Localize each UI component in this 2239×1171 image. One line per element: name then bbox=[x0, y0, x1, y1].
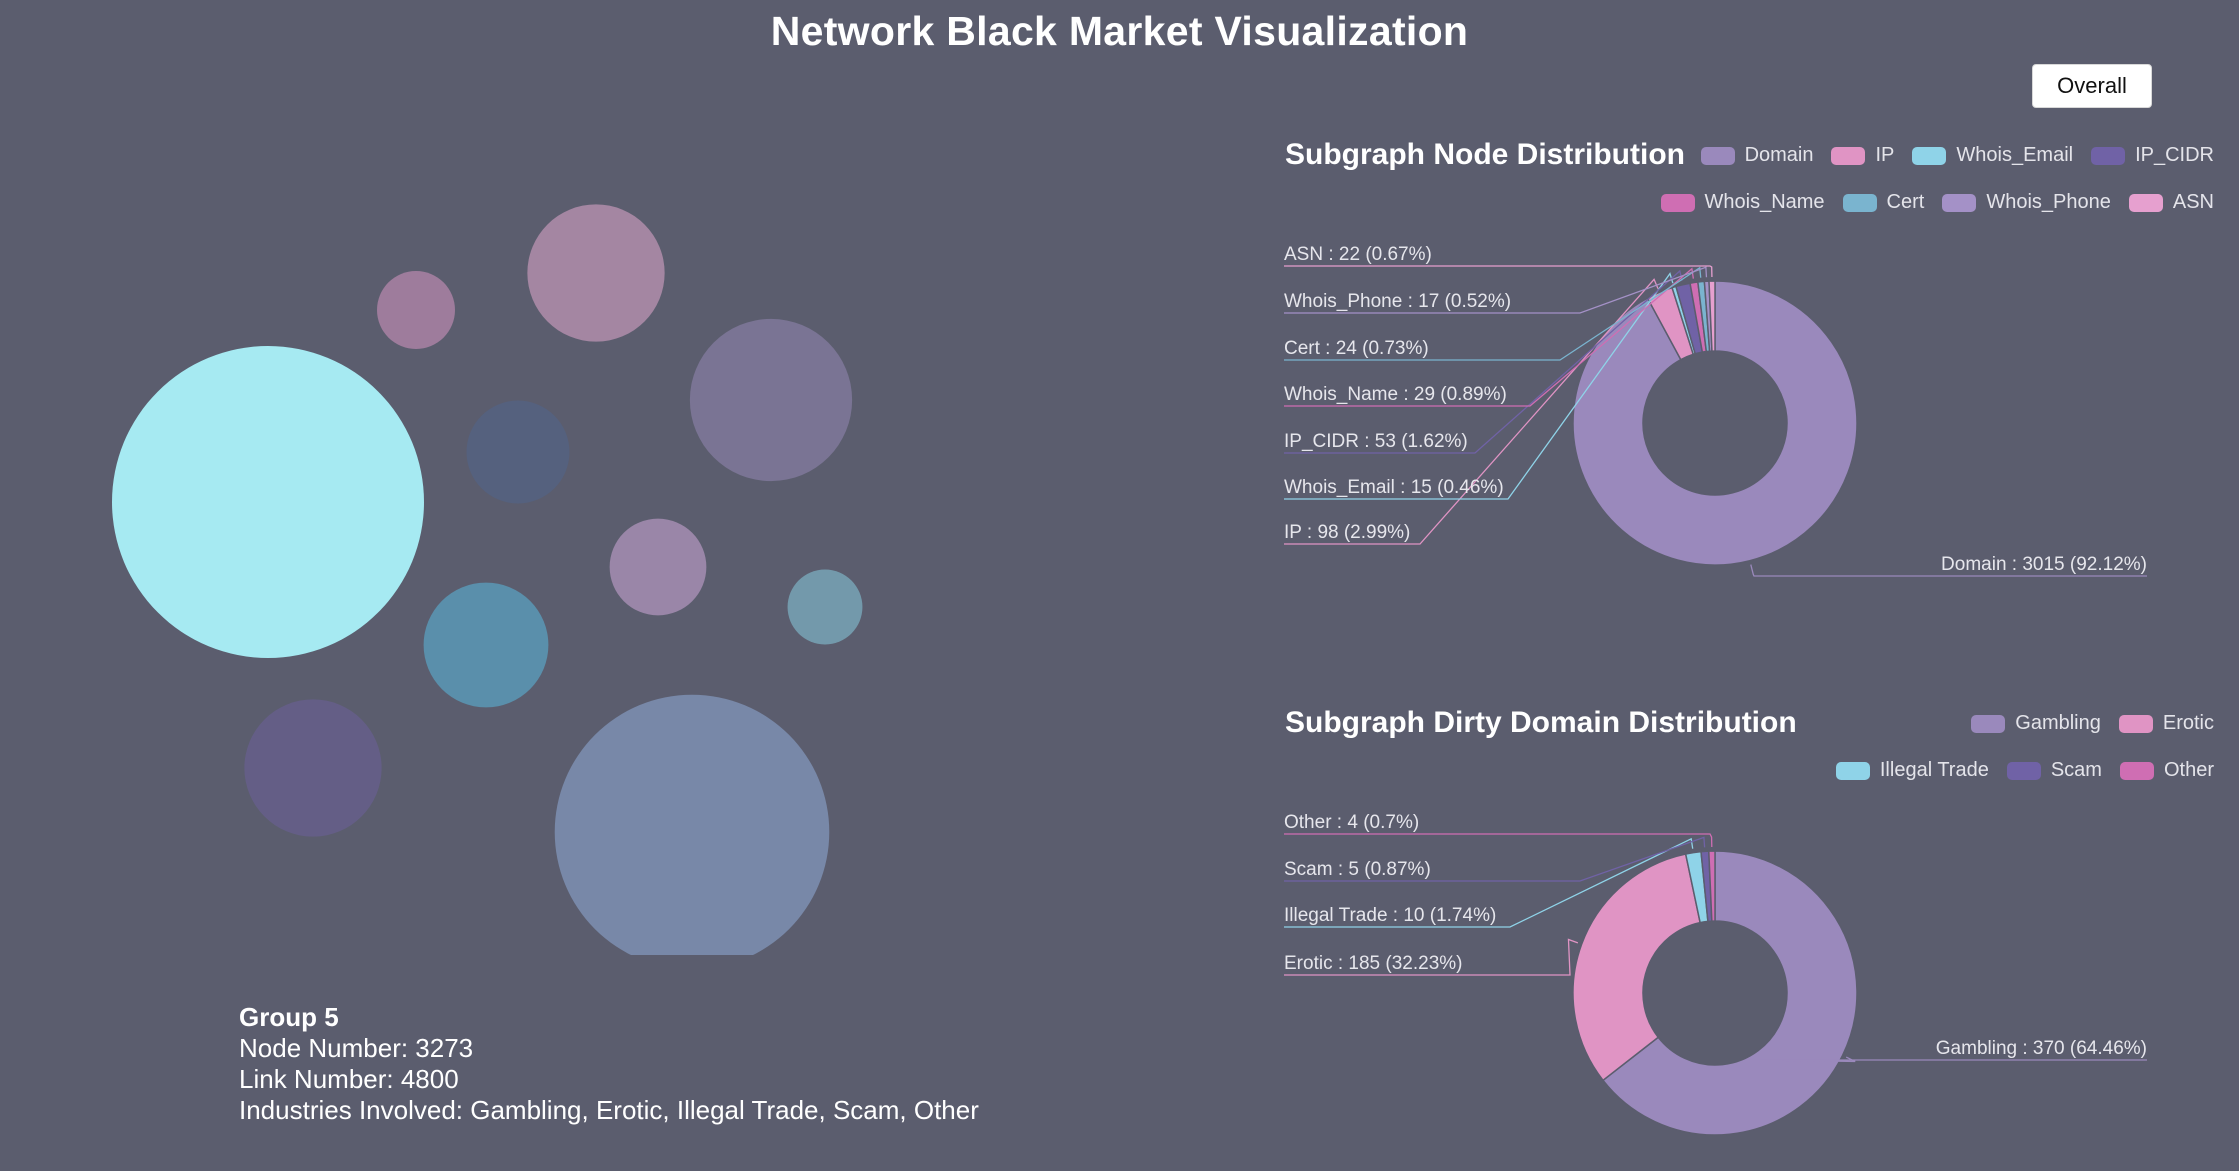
leader-whois-phone bbox=[1284, 266, 1708, 314]
node-legend-row-1: Domain IP Whois_Email IP_CIDR bbox=[1700, 144, 2214, 167]
leader-ip bbox=[1284, 278, 1659, 545]
slice-label-ip: IP : 98 (2.99%) bbox=[1284, 522, 1410, 543]
legend-swatch bbox=[2118, 714, 2153, 733]
legend-scam[interactable]: Scam bbox=[2006, 759, 2102, 782]
node-distribution-title: Subgraph Node Distribution bbox=[1285, 138, 1685, 171]
leader-scam bbox=[1284, 836, 1706, 882]
dirty-domain-title: Subgraph Dirty Domain Distribution bbox=[1285, 706, 1797, 739]
legend-swatch bbox=[2128, 193, 2163, 212]
legend-swatch bbox=[1912, 146, 1947, 165]
bubble-3[interactable] bbox=[689, 318, 853, 482]
slice-label-gambling: Gambling : 370 (64.46%) bbox=[1936, 1038, 2147, 1059]
slice-label-whois-phone: Whois_Phone : 17 (0.52%) bbox=[1284, 291, 1511, 312]
leader-domain bbox=[1750, 564, 2147, 577]
slice-label-cert: Cert : 24 (0.73%) bbox=[1284, 338, 1429, 359]
node-legend-row-2: Whois_Name Cert Whois_Phone ASN bbox=[1660, 191, 2214, 214]
bubble-10[interactable] bbox=[787, 569, 863, 645]
legend-label: Gambling bbox=[2015, 712, 2101, 734]
group-name: Group 5 bbox=[239, 1002, 339, 1032]
group-info: Group 5 Node Number: 3273 Link Number: 4… bbox=[239, 1002, 979, 1126]
legend-label: Illegal Trade bbox=[1879, 759, 1989, 781]
leader-asn bbox=[1284, 265, 1713, 278]
slice-label-other: Other : 4 (0.7%) bbox=[1284, 812, 1419, 833]
legend-asn[interactable]: ASN bbox=[2128, 191, 2214, 214]
legend-label: Cert bbox=[1886, 191, 1925, 213]
legend-erotic[interactable]: Erotic bbox=[2118, 712, 2214, 735]
legend-swatch bbox=[1700, 146, 1735, 165]
link-number: Link Number: 4800 bbox=[239, 1064, 459, 1094]
legend-label: Erotic bbox=[2162, 712, 2214, 734]
legend-swatch bbox=[1842, 193, 1877, 212]
legend-label: Whois_Phone bbox=[1986, 191, 2111, 213]
bubble-2[interactable] bbox=[554, 694, 830, 960]
legend-swatch bbox=[1831, 146, 1866, 165]
legend-cert[interactable]: Cert bbox=[1842, 191, 1925, 214]
legend-other[interactable]: Other bbox=[2119, 759, 2214, 782]
leader-illegal-trade bbox=[1284, 837, 1694, 928]
bubble-8[interactable] bbox=[609, 518, 707, 616]
dirty-legend-row-2: Illegal Trade Scam Other bbox=[1835, 759, 2214, 782]
node-number: Node Number: 3273 bbox=[239, 1033, 474, 1063]
legend-swatch bbox=[2006, 761, 2041, 780]
bubble-5[interactable] bbox=[244, 699, 382, 837]
bubble-9[interactable] bbox=[377, 271, 455, 349]
slice-label-ip-cidr: IP_CIDR : 53 (1.62%) bbox=[1284, 431, 1468, 452]
legend-label: Other bbox=[2163, 759, 2214, 781]
slice-label-whois-name: Whois_Name : 29 (0.89%) bbox=[1284, 384, 1507, 405]
legend-swatch bbox=[1660, 193, 1695, 212]
bubble-4[interactable] bbox=[527, 204, 665, 342]
slice-label-illegal-trade: Illegal Trade : 10 (1.74%) bbox=[1284, 905, 1496, 926]
overall-button[interactable]: Overall bbox=[2032, 64, 2152, 108]
leader-erotic bbox=[1284, 938, 1579, 976]
slice-label-scam: Scam : 5 (0.87%) bbox=[1284, 859, 1431, 880]
slice-gambling[interactable] bbox=[1601, 850, 1858, 1136]
leader-other bbox=[1284, 833, 1713, 848]
bubble-7[interactable] bbox=[466, 400, 570, 504]
legend-label: ASN bbox=[2172, 191, 2214, 213]
legend-ip[interactable]: IP bbox=[1831, 144, 1894, 167]
legend-label: Scam bbox=[2050, 759, 2102, 781]
dirty-domain-donut: Gambling : 370 (64.46%) Erotic : 185 (32.… bbox=[1284, 812, 2147, 1136]
leader-gambling bbox=[1759, 1056, 2147, 1063]
slice-label-whois-email: Whois_Email : 15 (0.46%) bbox=[1284, 477, 1504, 498]
industries-involved: Industries Involved: Gambling, Erotic, I… bbox=[239, 1095, 979, 1125]
legend-label: IP_CIDR bbox=[2135, 144, 2214, 166]
leader-cert bbox=[1284, 266, 1702, 361]
bubble-1[interactable] bbox=[112, 346, 424, 658]
dirty-legend-row-1: Gambling Erotic bbox=[1971, 712, 2214, 735]
page-title: Network Black Market Visualization bbox=[770, 8, 1469, 54]
legend-illegal-trade[interactable]: Illegal Trade bbox=[1835, 759, 1989, 782]
legend-ip-cidr[interactable]: IP_CIDR bbox=[2091, 144, 2214, 167]
legend-whois-name[interactable]: Whois_Name bbox=[1660, 191, 1825, 214]
slice-other[interactable] bbox=[1708, 850, 1716, 922]
bubble-chart bbox=[112, 204, 863, 960]
legend-domain[interactable]: Domain bbox=[1700, 144, 1814, 167]
slice-domain[interactable] bbox=[1572, 280, 1858, 566]
legend-swatch bbox=[1971, 714, 2006, 733]
legend-whois-email[interactable]: Whois_Email bbox=[1912, 144, 2073, 167]
legend-label: Domain bbox=[1744, 144, 1814, 166]
legend-swatch bbox=[1942, 193, 1977, 212]
legend-swatch bbox=[1835, 761, 1870, 780]
legend-gambling[interactable]: Gambling bbox=[1971, 712, 2101, 735]
slice-label-erotic: Erotic : 185 (32.23%) bbox=[1284, 953, 1462, 974]
slice-erotic[interactable] bbox=[1572, 853, 1702, 1082]
bubble-6[interactable] bbox=[423, 582, 549, 708]
slice-asn[interactable] bbox=[1708, 280, 1716, 352]
legend-swatch bbox=[2091, 146, 2126, 165]
slice-label-domain: Domain : 3015 (92.12%) bbox=[1941, 554, 2147, 575]
legend-label: IP bbox=[1875, 144, 1895, 166]
legend-whois-phone[interactable]: Whois_Phone bbox=[1942, 191, 2111, 214]
legend-swatch bbox=[2119, 761, 2154, 780]
legend-label: Whois_Name bbox=[1704, 191, 1825, 213]
node-distribution-donut: Domain : 3015 (92.12%) IP : 98 (2.99%) Who… bbox=[1284, 244, 2147, 577]
slice-label-asn: ASN : 22 (0.67%) bbox=[1284, 244, 1432, 265]
legend-label: Whois_Email bbox=[1956, 144, 2074, 166]
leader-whois-name bbox=[1284, 267, 1695, 407]
